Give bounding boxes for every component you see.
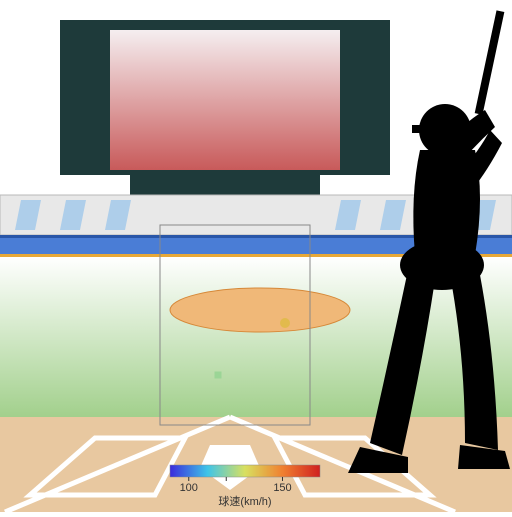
- speed-legend-bar: [170, 465, 320, 477]
- pitch-marker: [280, 318, 290, 328]
- scoreboard-screen: [110, 30, 340, 170]
- pitch-marker: [215, 372, 222, 379]
- legend-label: 球速(km/h): [218, 494, 271, 508]
- pitch-location-chart: 100 150球速(km/h): [0, 0, 512, 512]
- legend-tick-label: 150: [273, 482, 291, 494]
- helmet-brim: [412, 125, 447, 133]
- legend-tick-label: 100: [180, 482, 198, 494]
- pitchers-mound: [170, 288, 350, 332]
- chart-svg: 100 150球速(km/h): [0, 0, 512, 512]
